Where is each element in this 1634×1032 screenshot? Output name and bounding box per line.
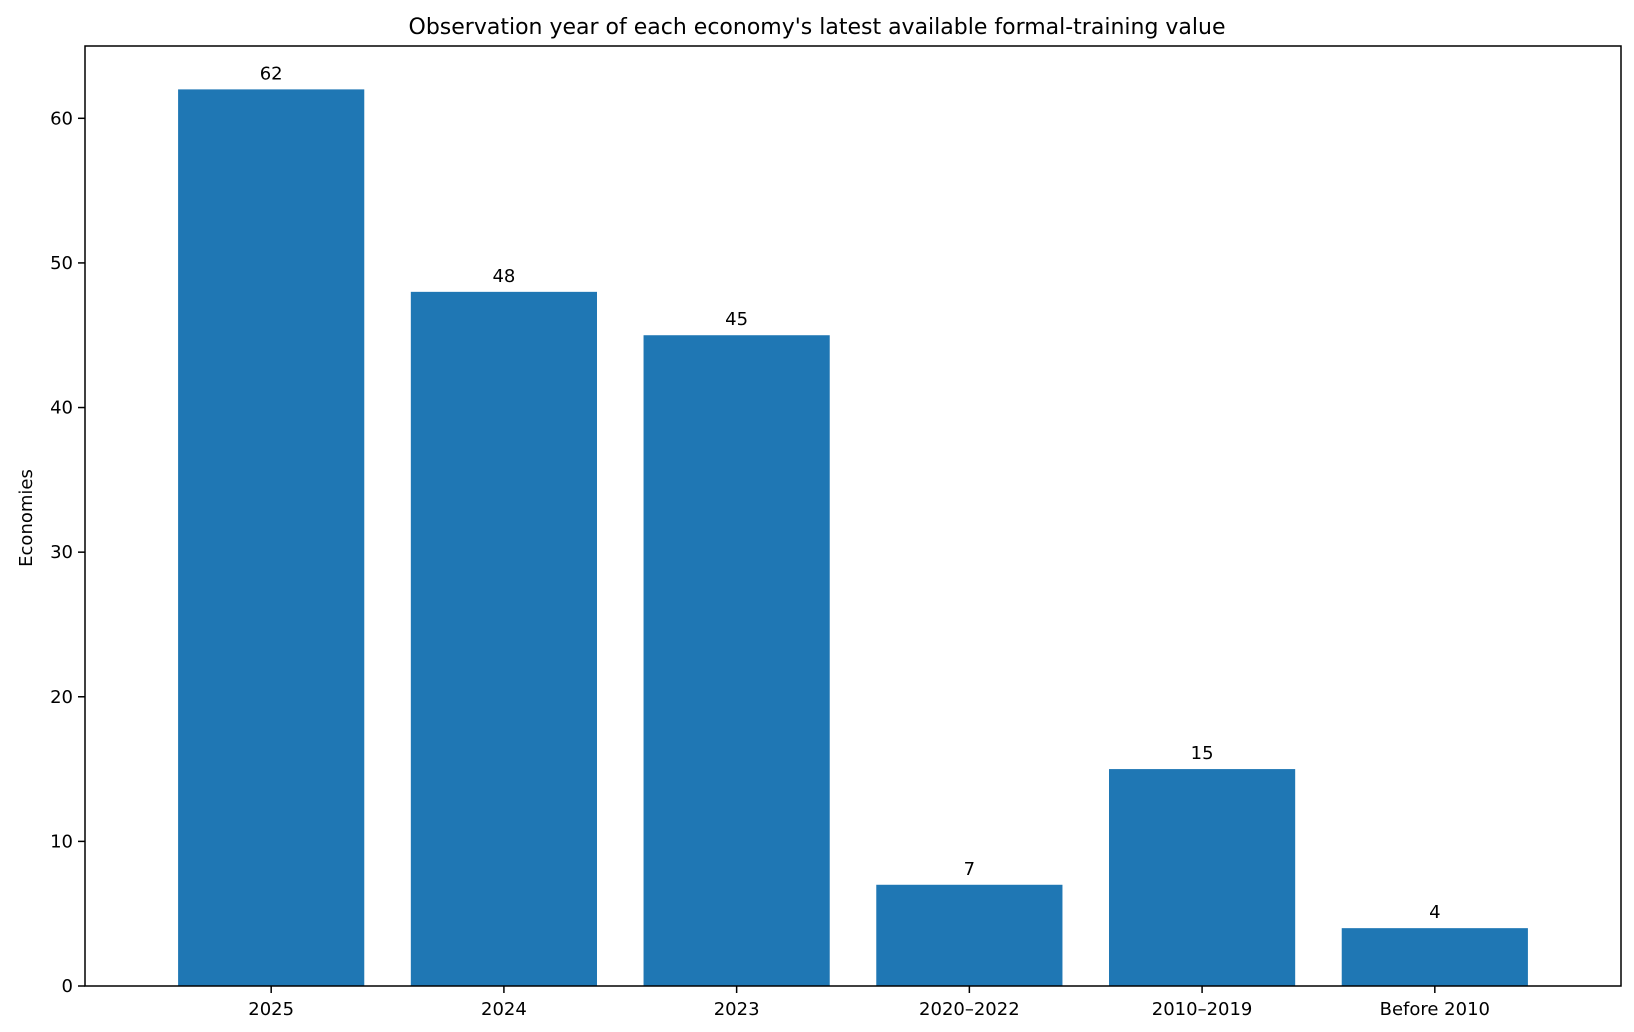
bar-3 (876, 884, 1063, 986)
bar-1 (410, 291, 597, 986)
y-tick-label-0: 0 (62, 976, 73, 997)
data-label-2: 45 (725, 309, 748, 330)
bar-2 (643, 335, 830, 986)
y-tick-label-4: 40 (50, 398, 73, 419)
y-tick-label-5: 50 (50, 253, 73, 274)
data-label-1: 48 (492, 266, 515, 287)
data-label-0: 62 (260, 63, 283, 84)
y-axis-ticks: 0 10 20 30 40 50 60 (50, 108, 85, 997)
bars-group (178, 89, 1528, 986)
bar-5 (1341, 928, 1528, 986)
x-axis-ticks: 2025 2024 2023 2020–2022 2010–2019 Before 201… (248, 986, 1490, 1020)
y-tick-label-3: 30 (50, 542, 73, 563)
data-label-4: 15 (1191, 743, 1214, 764)
x-tick-label-3: 2020–2022 (919, 999, 1020, 1020)
x-tick-label-2: 2023 (714, 999, 760, 1020)
x-tick-label-0: 2025 (248, 999, 294, 1020)
y-tick-label-1: 10 (50, 831, 73, 852)
y-tick-label-6: 60 (50, 108, 73, 129)
y-axis-label: Economies (16, 469, 37, 567)
data-label-5: 4 (1429, 902, 1440, 923)
data-labels-group: 62 48 45 7 15 4 (260, 63, 1441, 923)
x-tick-label-5: Before 2010 (1380, 999, 1490, 1020)
chart-title: Observation year of each economy's lates… (409, 15, 1226, 40)
bar-0 (178, 89, 365, 986)
data-label-3: 7 (964, 859, 975, 880)
bar-4 (1109, 769, 1296, 986)
plot-area-frame (84, 45, 1622, 987)
x-tick-label-4: 2010–2019 (1152, 999, 1253, 1020)
y-tick-label-2: 20 (50, 687, 73, 708)
x-tick-label-1: 2024 (481, 999, 527, 1020)
